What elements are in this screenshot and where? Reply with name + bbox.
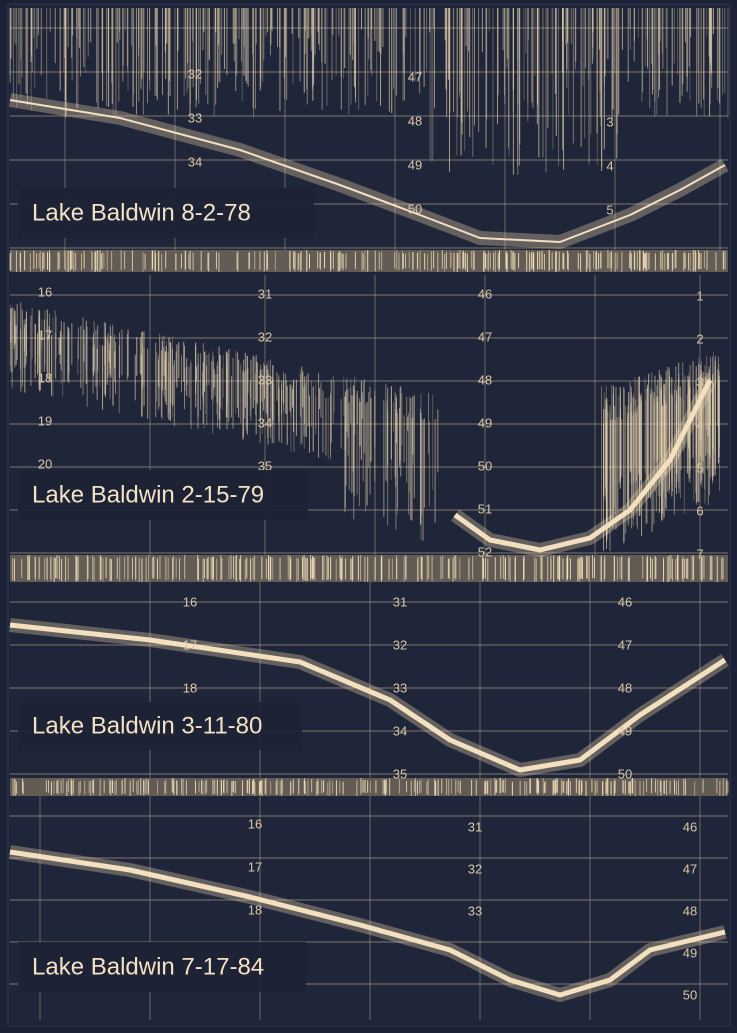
depth-scale: 3 — [696, 374, 703, 389]
depth-scale: 3 — [606, 114, 613, 129]
panel-label: Lake Baldwin 2-15-79 — [32, 481, 264, 508]
depth-scale: 4 — [606, 158, 613, 173]
depth-scale: 33 — [188, 110, 202, 125]
depth-scale: 18 — [38, 370, 52, 385]
depth-scale: 33 — [258, 372, 272, 387]
depth-scale: 18 — [183, 680, 197, 695]
depth-scale: 50 — [478, 458, 492, 473]
depth-scale: 46 — [618, 594, 632, 609]
depth-scale: 33 — [393, 680, 407, 695]
depth-scale: 16 — [183, 594, 197, 609]
depth-scale: 34 — [188, 154, 202, 169]
depth-scale: 33 — [468, 903, 482, 918]
depth-scale: 7 — [696, 546, 703, 561]
echogram-photo: 32333447484950345Lake Baldwin 8-2-781617… — [0, 0, 737, 1033]
depth-scale: 17 — [183, 637, 197, 652]
depth-scale: 49 — [408, 157, 422, 172]
page: 32333447484950345Lake Baldwin 8-2-781617… — [0, 0, 737, 1033]
depth-scale: 16 — [248, 816, 262, 831]
depth-scale: 32 — [258, 329, 272, 344]
depth-scale: 17 — [248, 859, 262, 874]
depth-scale: 32 — [188, 66, 202, 81]
depth-scale: 35 — [393, 766, 407, 781]
depth-scale: 31 — [393, 594, 407, 609]
depth-scale: 50 — [683, 987, 697, 1002]
depth-scale: 46 — [683, 819, 697, 834]
depth-scale: 2 — [696, 331, 703, 346]
depth-scale: 31 — [258, 286, 272, 301]
depth-scale: 32 — [468, 861, 482, 876]
surface-band — [10, 250, 728, 272]
depth-scale: 47 — [478, 329, 492, 344]
panel-label: Lake Baldwin 8-2-78 — [32, 199, 251, 226]
depth-scale: 19 — [38, 413, 52, 428]
depth-scale: 6 — [696, 503, 703, 518]
depth-scale: 4 — [696, 417, 703, 432]
depth-scale: 47 — [618, 637, 632, 652]
depth-scale: 17 — [38, 327, 52, 342]
depth-scale: 47 — [683, 861, 697, 876]
depth-scale: 32 — [393, 637, 407, 652]
depth-scale: 48 — [683, 903, 697, 918]
depth-scale: 50 — [618, 766, 632, 781]
panel-label: Lake Baldwin 3-11-80 — [32, 712, 262, 739]
depth-scale: 34 — [393, 723, 407, 738]
depth-scale: 49 — [683, 945, 697, 960]
depth-scale: 52 — [478, 544, 492, 559]
depth-scale: 49 — [618, 723, 632, 738]
depth-scale: 18 — [248, 902, 262, 917]
depth-scale: 46 — [478, 286, 492, 301]
depth-scale: 34 — [258, 415, 272, 430]
depth-scale: 47 — [408, 69, 422, 84]
depth-scale: 50 — [408, 201, 422, 216]
depth-scale: 31 — [468, 819, 482, 834]
depth-scale: 5 — [696, 460, 703, 475]
depth-scale: 20 — [38, 456, 52, 471]
panel-label: Lake Baldwin 7-17-84 — [32, 953, 264, 980]
depth-scale: 48 — [408, 113, 422, 128]
depth-scale: 48 — [478, 372, 492, 387]
depth-scale: 5 — [606, 202, 613, 217]
depth-scale: 51 — [478, 501, 492, 516]
depth-scale: 48 — [618, 680, 632, 695]
depth-scale: 1 — [696, 288, 703, 303]
depth-scale: 16 — [38, 284, 52, 299]
depth-scale: 49 — [478, 415, 492, 430]
